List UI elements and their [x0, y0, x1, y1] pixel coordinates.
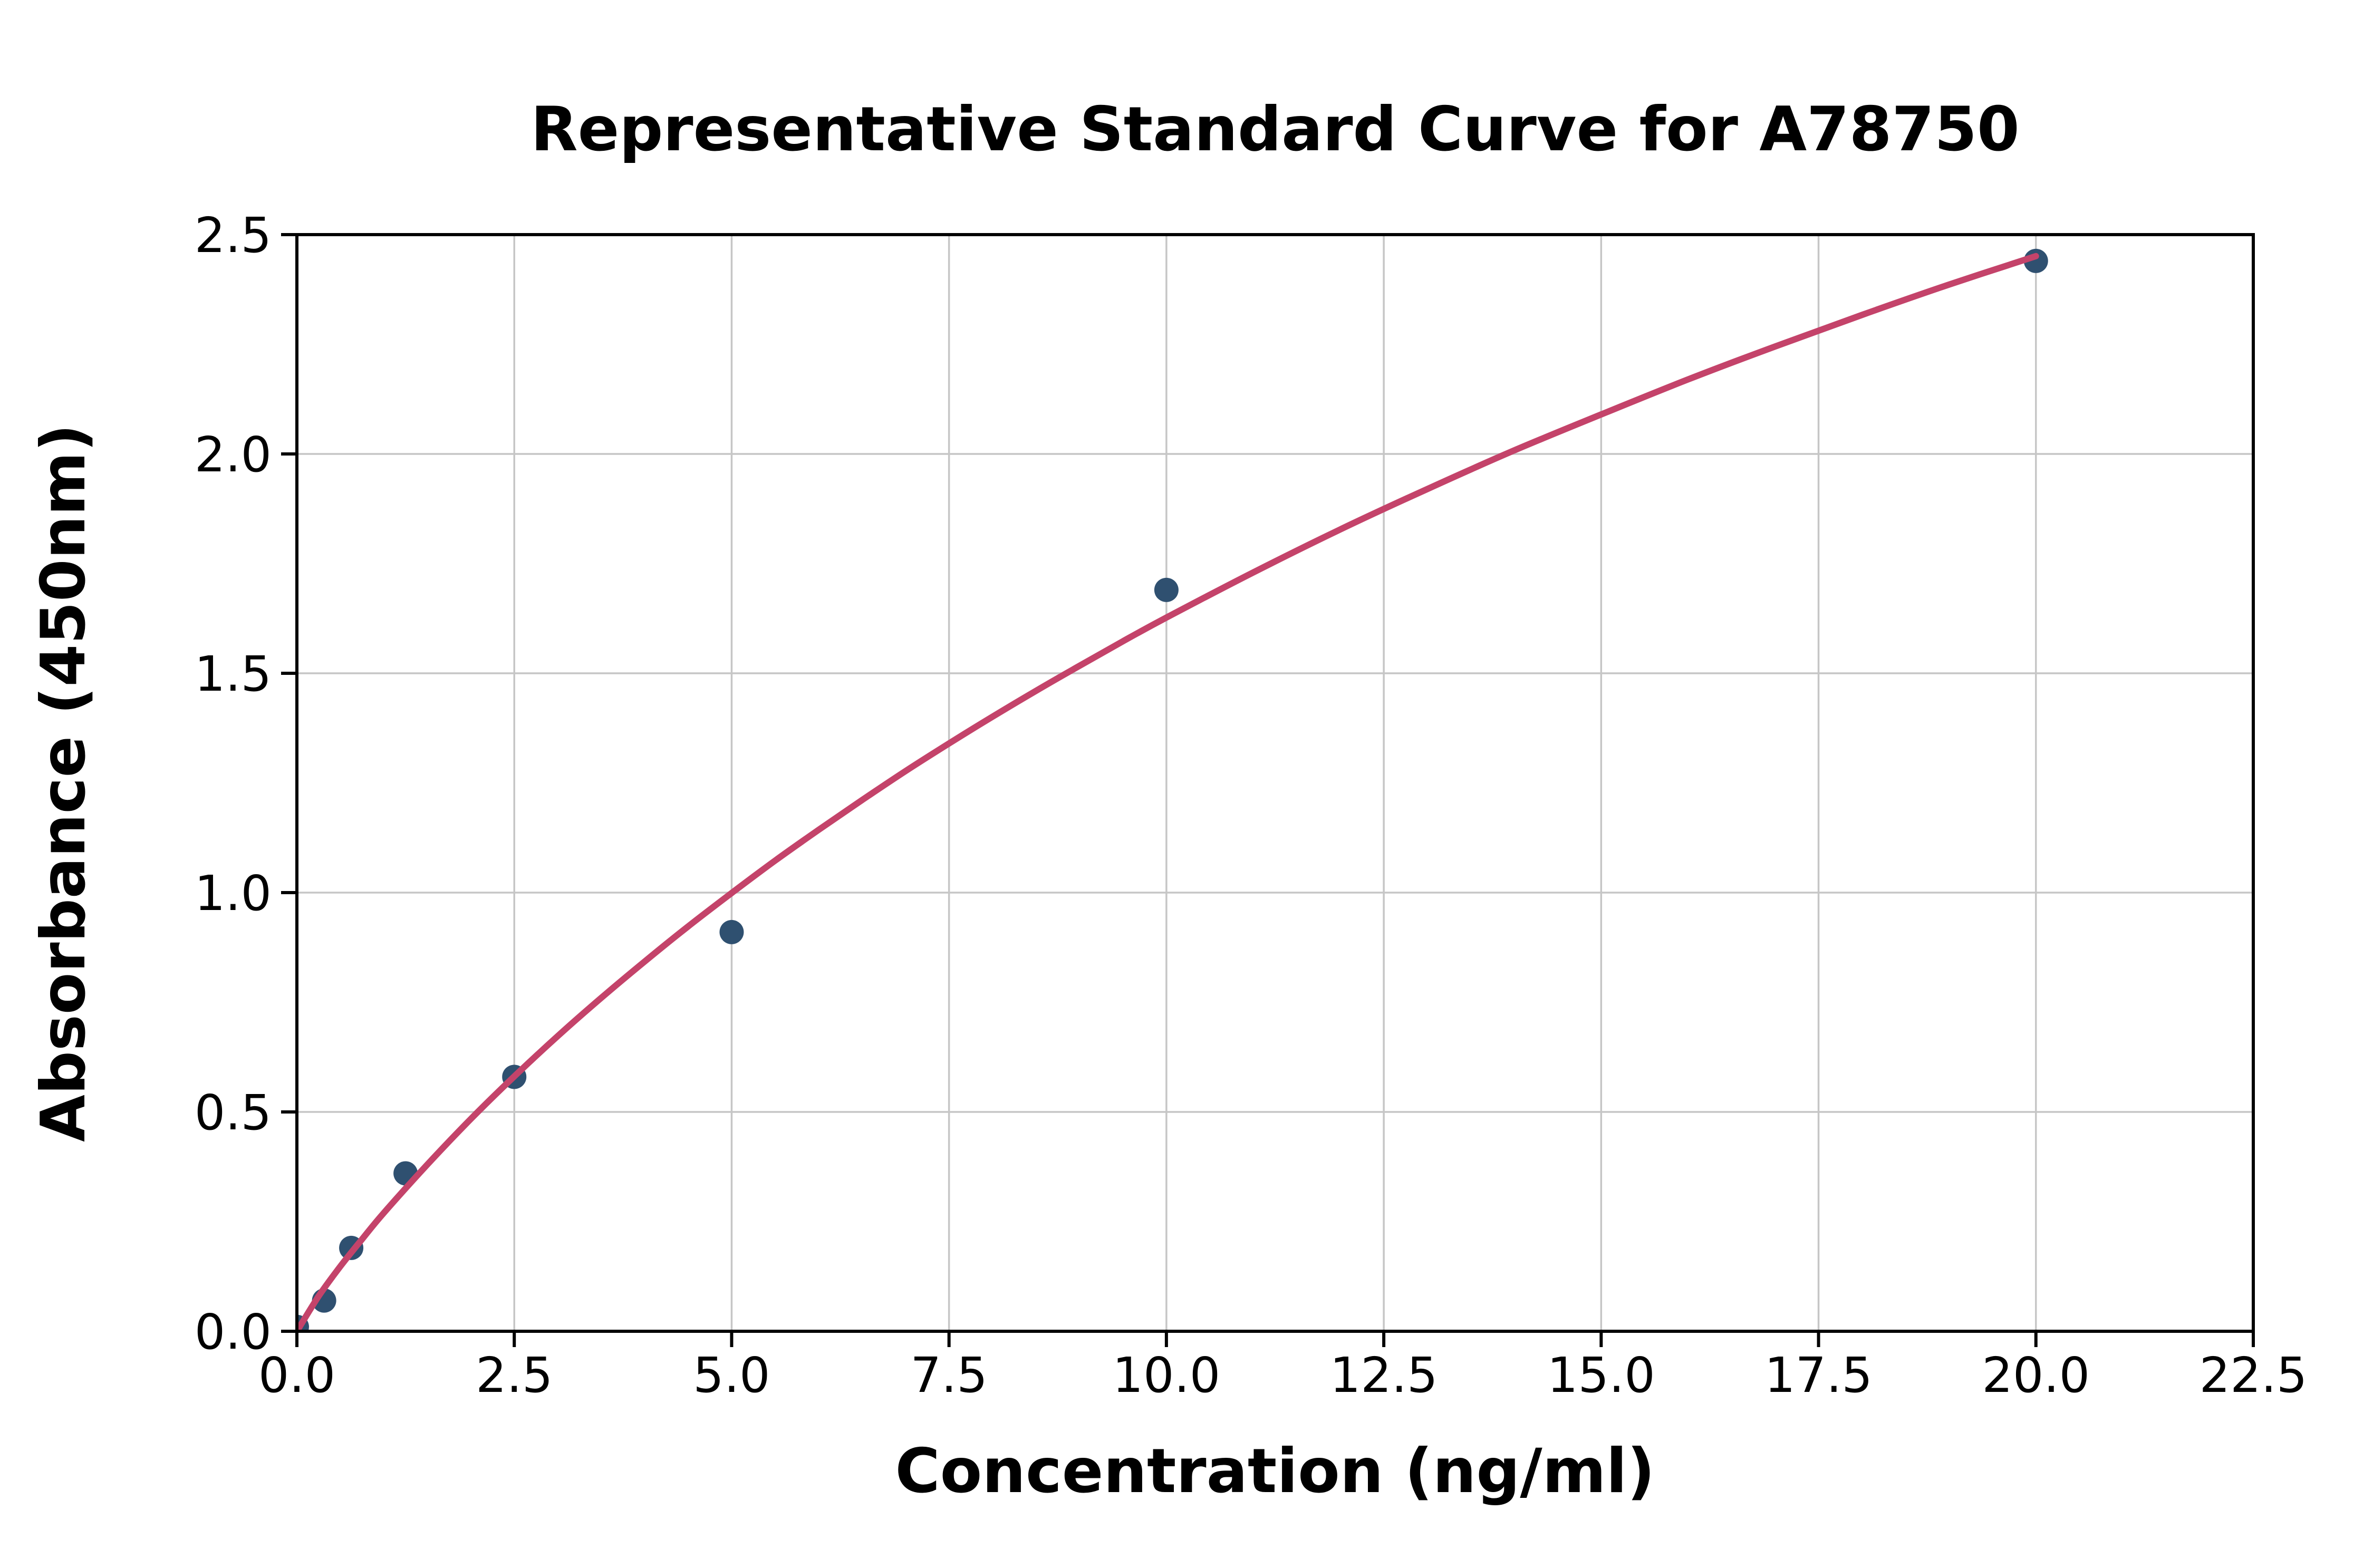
x-tick-label: 7.5: [911, 1347, 988, 1404]
chart-title: Representative Standard Curve for A78750: [530, 94, 2019, 165]
y-tick-label: 2.0: [195, 427, 272, 483]
x-tick-label: 5.0: [693, 1347, 770, 1404]
fit-curve: [297, 253, 2039, 1331]
y-axis-label: Absorbance (450nm): [28, 424, 99, 1142]
y-tick-label: 1.0: [195, 865, 272, 922]
data-point: [1154, 577, 1179, 602]
tick-labels: 0.0 2.5 5.0 7.5 10.0 12.5 15.0 17.5 20.0 22.5 0.0 0…: [195, 207, 2308, 1404]
y-tick-label: 2.5: [195, 207, 272, 264]
x-tick-label: 12.5: [1330, 1347, 1438, 1404]
y-tick-label: 1.5: [195, 646, 272, 702]
y-tick-label: 0.0: [195, 1304, 272, 1360]
y-tick-label: 0.5: [195, 1085, 272, 1141]
x-tick-label: 2.5: [476, 1347, 553, 1404]
data-point: [719, 919, 744, 944]
axes: [281, 233, 2255, 1347]
fit-curve-layer: [297, 253, 2039, 1331]
x-tick-label: 15.0: [1547, 1347, 1655, 1404]
x-tick-label: 0.0: [258, 1347, 335, 1404]
gridlines: [296, 234, 2254, 1332]
x-tick-label: 10.0: [1112, 1347, 1220, 1404]
x-tick-label: 22.5: [2200, 1347, 2308, 1404]
x-axis-label: Concentration (ng/ml): [895, 1436, 1655, 1507]
x-tick-label: 20.0: [1982, 1347, 2090, 1404]
x-tick-label: 17.5: [1764, 1347, 1873, 1404]
plot-border: [295, 233, 2255, 1333]
